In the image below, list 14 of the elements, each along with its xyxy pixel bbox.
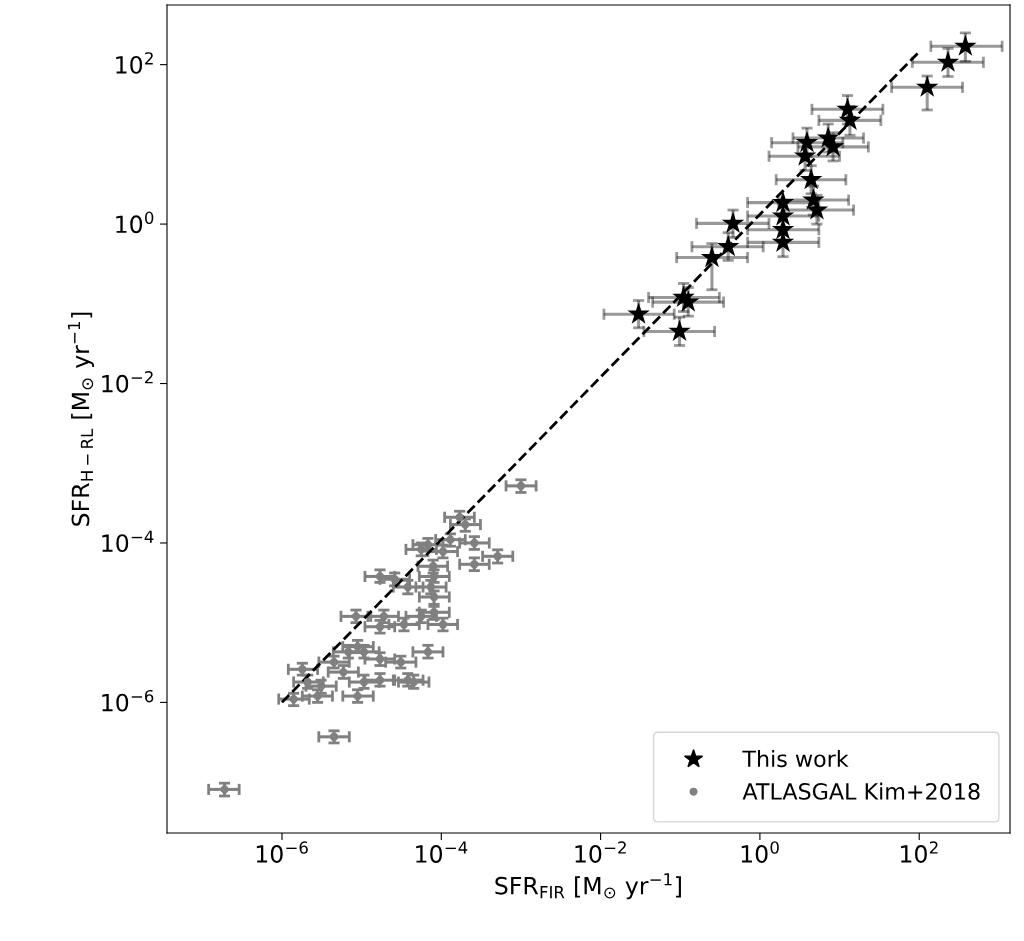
x-tick-label: 10$^{2}$ (901, 841, 938, 863)
x-tick-label: 10$^{−2}$ (575, 841, 626, 863)
y-tick-label: 10$^{0}$ (116, 211, 154, 234)
legend-label: ATLASGAL Kim+2018 (742, 782, 980, 800)
x-axis-title: SFR$_{FIR}$ [M$_{⊙}$ yr$^{−1}$] (495, 873, 681, 900)
y-tick-label: 10$^{2}$ (116, 52, 153, 74)
y-tick-label: 10$^{−4}$ (102, 530, 154, 553)
y-axis-title: SFR$_{H−RL}$ [M$_{⊙}$ yr$^{−1}$] (67, 312, 94, 526)
x-tick-label: 10$^{−6}$ (256, 841, 308, 863)
x-tick-label: 10$^{0}$ (741, 841, 779, 863)
y-tick-label: 10$^{−6}$ (102, 689, 154, 712)
x-tick-label: 10$^{−4}$ (416, 841, 468, 863)
legend-label: This work (742, 749, 849, 768)
y-tick-label: 10$^{−2}$ (102, 371, 153, 393)
